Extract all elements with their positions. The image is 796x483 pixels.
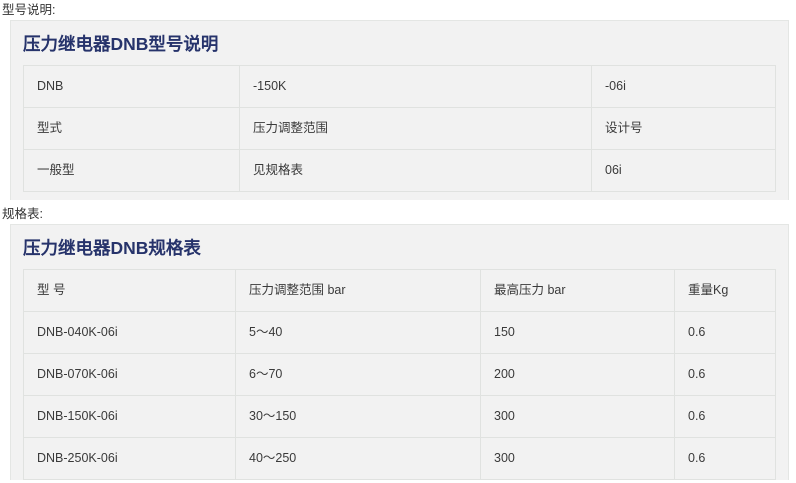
table-cell: 300 (480, 437, 675, 480)
table-cell: 0.6 (674, 353, 776, 396)
model-table-title: 压力继电器DNB型号说明 (23, 34, 219, 54)
table-cell: DNB-150K-06i (23, 395, 236, 438)
table-cell: 5～40 (235, 311, 481, 354)
table-row: DNB-150K-06i 30～150 300 0.6 (23, 395, 776, 438)
table-header-row: 型 号 压力调整范围 bar 最高压力 bar 重量Kg (23, 269, 776, 312)
table-cell: 一般型 (23, 149, 240, 192)
table-cell: 40～250 (235, 437, 481, 480)
table-header-cell: 重量Kg (674, 269, 776, 312)
model-note-caption: 型号说明: (2, 3, 56, 17)
table-row: 一般型 见规格表 06i (23, 149, 776, 192)
table-cell: 150 (480, 311, 675, 354)
table-cell: 200 (480, 353, 675, 396)
table-cell: 见规格表 (239, 149, 592, 192)
table-cell: 设计号 (591, 107, 776, 150)
spec-table: 型 号 压力调整范围 bar 最高压力 bar 重量Kg DNB-040K-06… (23, 269, 776, 480)
model-panel: 压力继电器DNB型号说明 DNB -150K -06i 型式 压力调整范围 设计… (10, 20, 789, 200)
table-header-cell: 压力调整范围 bar (235, 269, 481, 312)
table-cell: DNB (23, 65, 240, 108)
table-cell: DNB-070K-06i (23, 353, 236, 396)
table-cell: 300 (480, 395, 675, 438)
table-cell: 0.6 (674, 311, 776, 354)
spec-table-title: 压力继电器DNB规格表 (23, 238, 201, 258)
model-table: DNB -150K -06i 型式 压力调整范围 设计号 一般型 见规格表 06… (23, 65, 776, 192)
table-cell: DNB-250K-06i (23, 437, 236, 480)
table-row: DNB-070K-06i 6～70 200 0.6 (23, 353, 776, 396)
table-cell: 压力调整范围 (239, 107, 592, 150)
table-cell: 0.6 (674, 395, 776, 438)
table-cell: 06i (591, 149, 776, 192)
spec-panel: 压力继电器DNB规格表 型 号 压力调整范围 bar 最高压力 bar 重量Kg… (10, 224, 789, 480)
table-row: 型式 压力调整范围 设计号 (23, 107, 776, 150)
table-row: DNB-040K-06i 5～40 150 0.6 (23, 311, 776, 354)
table-cell: -150K (239, 65, 592, 108)
table-cell: DNB-040K-06i (23, 311, 236, 354)
table-cell: -06i (591, 65, 776, 108)
table-row: DNB -150K -06i (23, 65, 776, 108)
table-row: DNB-250K-06i 40～250 300 0.6 (23, 437, 776, 480)
table-cell: 6～70 (235, 353, 481, 396)
table-cell: 30～150 (235, 395, 481, 438)
table-cell: 0.6 (674, 437, 776, 480)
table-header-cell: 最高压力 bar (480, 269, 675, 312)
spec-note-caption: 规格表: (2, 207, 43, 221)
table-header-cell: 型 号 (23, 269, 236, 312)
table-cell: 型式 (23, 107, 240, 150)
